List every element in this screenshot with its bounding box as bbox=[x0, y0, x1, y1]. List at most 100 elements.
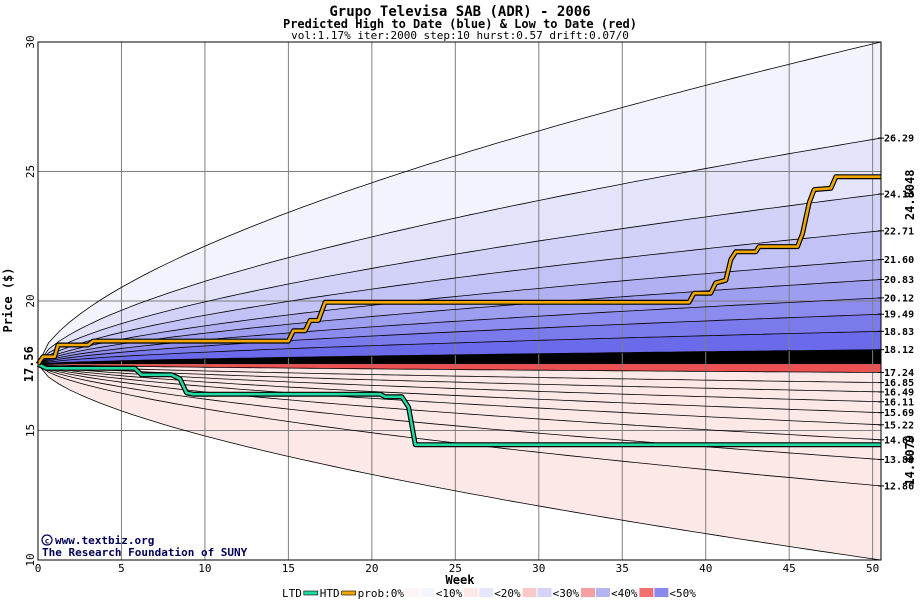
level-label: 19.49 bbox=[884, 310, 914, 321]
x-tick-label: 30 bbox=[532, 562, 545, 575]
y-axis-label: Price ($) bbox=[1, 267, 15, 332]
right-level-labels: 26.29 24.13 22.71 21.60 20.83 20.12 19.49 18.83… bbox=[878, 134, 914, 492]
level-label: 18.83 bbox=[884, 327, 914, 338]
percentile-line bbox=[38, 259, 881, 365]
percentile-line bbox=[38, 363, 881, 393]
copyright-icon-letter: c bbox=[45, 537, 50, 546]
percentile-line bbox=[38, 230, 881, 365]
percentile-line bbox=[38, 42, 881, 365]
level-label: 16.49 bbox=[884, 387, 914, 398]
legend-swatch-red bbox=[581, 588, 595, 597]
htd-path bbox=[36, 175, 881, 365]
legend-swatch-red bbox=[405, 588, 420, 597]
percentile-line bbox=[38, 363, 881, 441]
legend-swatch-blue bbox=[537, 588, 552, 597]
x-tick-labels: 0 5 10 15 20 25 30 35 40 45 50 bbox=[35, 562, 880, 575]
upper-band bbox=[38, 138, 881, 365]
level-label: 13.88 bbox=[884, 455, 914, 466]
level-label: 15.69 bbox=[884, 408, 914, 419]
htd-ltd-paths bbox=[35, 174, 881, 448]
htd-final-label: 24.8048 bbox=[903, 170, 917, 221]
chart-title: Grupo Televisa SAB (ADR) - 2006 bbox=[329, 4, 590, 20]
x-tick-label: 15 bbox=[282, 562, 295, 575]
legend-swatch-blue bbox=[654, 588, 669, 597]
y-tick-labels: 10 15 20 25 30 bbox=[24, 35, 37, 566]
upper-band bbox=[38, 331, 881, 365]
upper-band bbox=[38, 194, 881, 365]
chart-params: vol:1.17% iter:2000 step:10 hurst:0.57 d… bbox=[291, 29, 629, 42]
upper-band bbox=[38, 349, 881, 365]
percentile-line bbox=[38, 349, 881, 365]
legend-swatch-red bbox=[639, 588, 654, 597]
legend-swatch-blue bbox=[420, 588, 435, 597]
y-tick-label: 30 bbox=[24, 35, 37, 48]
credit: c www.textbiz.org The Research Foundatio… bbox=[41, 534, 248, 559]
x-tick-label: 45 bbox=[783, 562, 796, 575]
legend-ltd-swatch bbox=[303, 590, 319, 596]
legend-swatch-blue bbox=[479, 588, 494, 597]
percentile-line bbox=[38, 330, 881, 365]
ltd-final-label: 14.4079 bbox=[903, 435, 917, 486]
line-group bbox=[38, 42, 881, 560]
legend: LTD HTD prob:0% <10% <20% <30% <40% <50% bbox=[282, 587, 696, 600]
y-tick-label: 20 bbox=[24, 294, 37, 307]
level-label: 21.60 bbox=[884, 255, 914, 266]
level-label: 26.29 bbox=[884, 134, 914, 145]
credit-line-1: www.textbiz.org bbox=[55, 534, 154, 547]
percentile-line bbox=[38, 279, 881, 365]
legend-item-label: <50% bbox=[669, 587, 696, 600]
y-tick-label: 15 bbox=[24, 424, 37, 437]
level-label: 18.12 bbox=[884, 345, 914, 356]
percentile-line bbox=[38, 363, 881, 460]
level-label: 22.71 bbox=[884, 226, 914, 237]
plot-frame bbox=[37, 41, 882, 561]
level-label: 14.64 bbox=[884, 435, 914, 446]
chart-subtitle: Predicted High to Date (blue) & Low to D… bbox=[283, 17, 637, 31]
x-tick-label: 5 bbox=[118, 562, 125, 575]
legend-prob0-label: prob:0% bbox=[358, 587, 405, 600]
level-label: 17.24 bbox=[884, 368, 914, 379]
percentile-line bbox=[38, 363, 881, 383]
level-label: 24.13 bbox=[884, 190, 914, 201]
x-tick-label: 20 bbox=[365, 562, 378, 575]
x-axis-label: Week bbox=[446, 573, 476, 587]
start-price-label: 17.56 bbox=[22, 346, 36, 382]
level-label: 20.83 bbox=[884, 275, 914, 286]
legend-ltd-label: LTD bbox=[282, 587, 302, 600]
x-tick-label: 0 bbox=[35, 562, 42, 575]
percentile-line bbox=[38, 313, 881, 365]
probability-bands bbox=[38, 42, 881, 560]
x-tick-label: 40 bbox=[699, 562, 712, 575]
level-label: 15.22 bbox=[884, 420, 914, 431]
x-tick-label: 10 bbox=[198, 562, 211, 575]
copyright-icon bbox=[41, 534, 53, 546]
band-group bbox=[38, 42, 881, 560]
x-tick-label: 25 bbox=[449, 562, 462, 575]
upper-band bbox=[38, 314, 881, 365]
percentile-line bbox=[38, 193, 881, 365]
x-tick-label: 35 bbox=[616, 562, 629, 575]
level-label: 12.86 bbox=[884, 481, 914, 492]
y-tick-label: 10 bbox=[24, 553, 37, 566]
legend-item-label: <10% bbox=[436, 587, 463, 600]
x-tick-label: 50 bbox=[866, 562, 879, 575]
y-tick-label: 25 bbox=[24, 165, 37, 178]
legend-swatch-red bbox=[464, 588, 479, 597]
legend-swatch-blue bbox=[596, 588, 610, 597]
upper-band bbox=[38, 230, 881, 365]
upper-band bbox=[38, 259, 881, 365]
percentile-lines bbox=[38, 42, 881, 560]
percentile-line bbox=[38, 363, 881, 426]
level-label: 16.11 bbox=[884, 397, 914, 408]
legend-item-label: <30% bbox=[553, 587, 580, 600]
upper-band bbox=[38, 297, 881, 365]
legend-htd-swatch bbox=[341, 590, 356, 596]
legend-swatch-red bbox=[522, 588, 537, 597]
legend-item-label: <20% bbox=[494, 587, 521, 600]
legend-item-label: <40% bbox=[611, 587, 638, 600]
ltd-path bbox=[37, 363, 881, 446]
level-label: 16.85 bbox=[884, 378, 914, 389]
percentile-line bbox=[38, 363, 881, 373]
upper-band bbox=[38, 42, 881, 365]
